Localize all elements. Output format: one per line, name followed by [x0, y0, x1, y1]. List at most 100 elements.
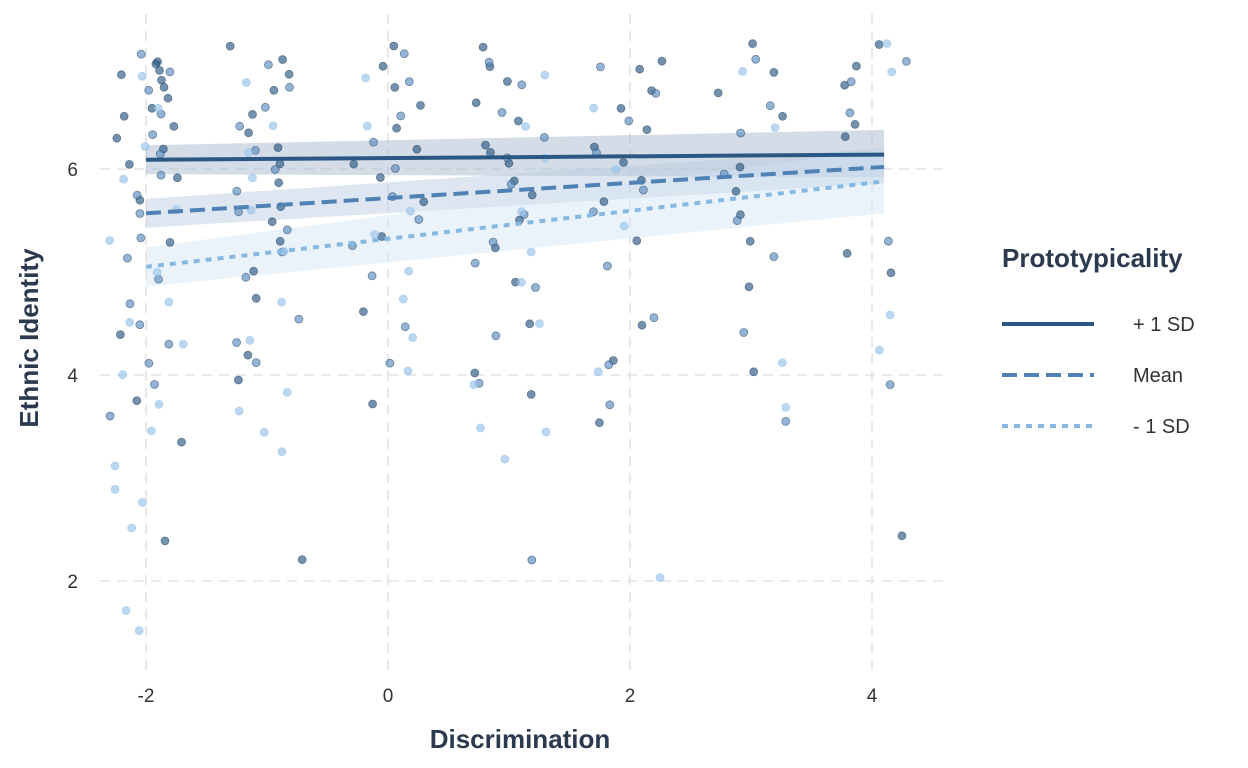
data-point	[241, 78, 251, 87]
data-point	[134, 626, 144, 636]
data-point	[144, 358, 154, 368]
data-point	[635, 64, 645, 74]
data-point	[605, 400, 615, 410]
data-point	[399, 49, 409, 59]
data-point	[403, 366, 413, 376]
data-point	[177, 437, 186, 447]
data-point	[769, 252, 779, 262]
data-point	[765, 101, 775, 111]
data-point	[744, 282, 754, 292]
data-point	[150, 380, 159, 389]
y-tick-label: 6	[67, 160, 78, 181]
data-point	[642, 125, 652, 135]
data-point	[531, 283, 540, 292]
data-point	[540, 132, 549, 142]
data-point	[846, 77, 856, 87]
data-point	[885, 310, 895, 320]
data-point	[274, 178, 284, 188]
data-point	[514, 116, 523, 126]
data-point	[259, 427, 269, 437]
data-point	[244, 148, 253, 158]
data-point	[651, 89, 661, 98]
data-point	[232, 186, 242, 196]
data-point	[469, 380, 479, 390]
data-point	[517, 207, 527, 217]
regression-line-0	[145, 152, 885, 162]
data-point	[260, 102, 270, 112]
data-point	[132, 190, 142, 200]
data-point	[416, 101, 425, 110]
data-point	[748, 39, 757, 48]
legend-label-2: - 1 SD	[1133, 416, 1190, 438]
data-point	[713, 88, 723, 98]
data-point	[125, 299, 135, 309]
data-point	[124, 159, 134, 169]
y-tick-label: 2	[67, 572, 78, 593]
data-point	[770, 123, 780, 132]
data-point	[470, 368, 480, 378]
data-point	[735, 162, 745, 172]
data-point	[396, 111, 406, 121]
y-tick-label: 4	[67, 366, 78, 387]
data-point	[897, 531, 907, 541]
x-tick-label: 4	[867, 686, 878, 707]
data-point	[123, 253, 132, 263]
data-point	[118, 370, 128, 380]
legend-entries: + 1 SD Mean - 1 SD	[1002, 314, 1195, 438]
data-point	[738, 67, 747, 76]
data-point	[135, 320, 145, 330]
x-tick-label: 0	[383, 686, 394, 707]
data-point	[887, 67, 897, 77]
data-point	[875, 345, 884, 355]
data-point	[502, 77, 512, 86]
data-point	[488, 237, 498, 247]
data-point	[137, 71, 147, 81]
data-point	[157, 75, 166, 85]
data-point	[152, 267, 162, 277]
data-point	[781, 402, 791, 412]
data-point	[154, 399, 164, 409]
data-point	[136, 233, 146, 243]
data-point	[732, 216, 742, 226]
data-point	[165, 67, 175, 77]
legend-label-1: Mean	[1133, 365, 1183, 387]
data-point	[159, 82, 169, 92]
data-point	[136, 49, 146, 59]
ci-band-1	[146, 148, 885, 228]
data-point	[234, 406, 244, 416]
data-point	[153, 103, 163, 113]
data-point	[156, 170, 166, 180]
data-point	[751, 54, 761, 64]
data-point	[882, 39, 892, 48]
data-point	[165, 237, 175, 247]
data-point	[649, 313, 659, 323]
data-point	[500, 454, 510, 464]
data-point	[596, 62, 605, 72]
data-point	[593, 367, 603, 377]
data-point	[781, 416, 791, 426]
data-point	[840, 132, 850, 142]
data-point	[225, 41, 235, 51]
data-point	[526, 389, 536, 399]
data-point	[624, 116, 634, 126]
data-point	[414, 215, 424, 224]
data-point	[235, 121, 245, 131]
data-point	[117, 70, 126, 80]
data-point	[369, 137, 378, 147]
data-point	[155, 149, 165, 159]
data-point	[172, 173, 182, 183]
data-point	[541, 427, 551, 437]
ci-band-2	[146, 149, 885, 287]
data-point	[110, 484, 120, 494]
grid	[100, 14, 948, 676]
data-point	[361, 73, 371, 83]
data-point	[527, 555, 537, 565]
data-point	[112, 133, 122, 143]
data-point	[603, 261, 612, 271]
data-point	[297, 555, 307, 564]
data-point	[404, 266, 414, 276]
data-point	[251, 293, 261, 303]
data-point	[850, 120, 860, 129]
data-point	[368, 399, 378, 409]
